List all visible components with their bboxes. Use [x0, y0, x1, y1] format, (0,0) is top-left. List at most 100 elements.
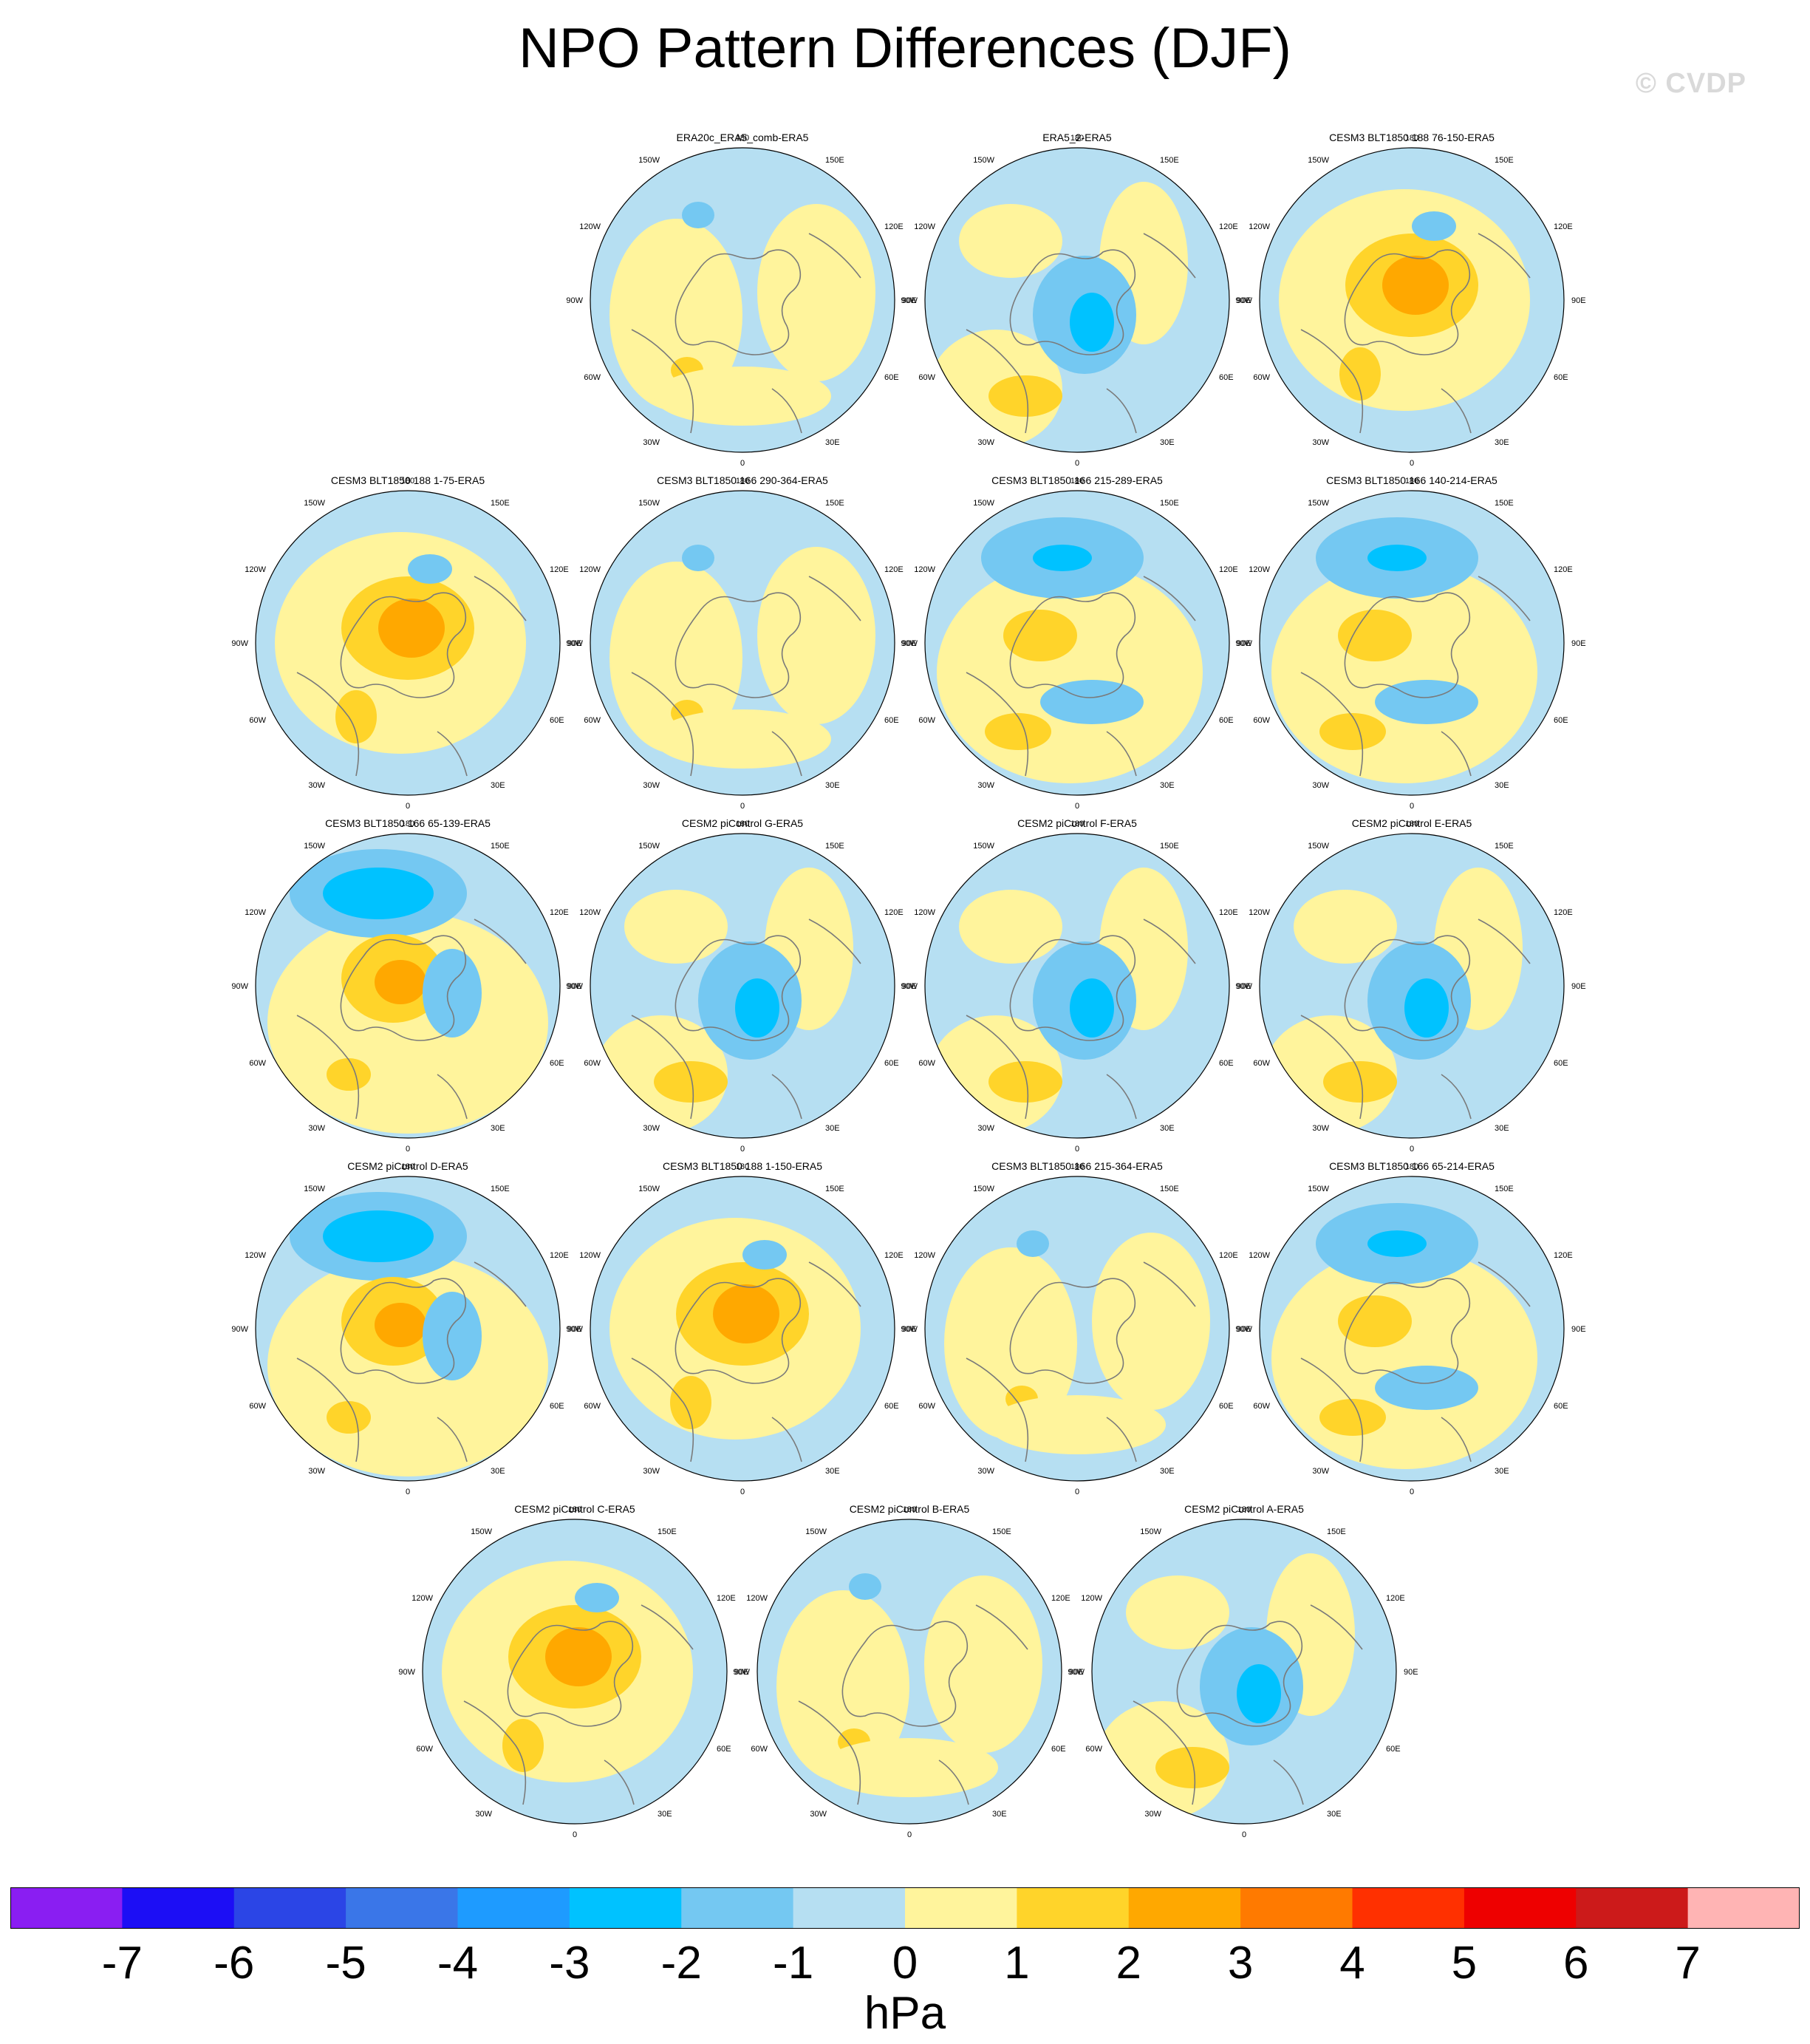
- map-border: [924, 1176, 1230, 1482]
- longitude-label: 60E: [1554, 373, 1568, 382]
- longitude-label: 0: [1410, 459, 1414, 468]
- longitude-label: 30W: [977, 438, 994, 447]
- longitude-label: 60E: [1051, 1745, 1066, 1754]
- longitude-label: 60W: [1085, 1745, 1102, 1754]
- map-border: [1259, 147, 1565, 453]
- longitude-label: 150E: [491, 1185, 510, 1193]
- coastline: [463, 1604, 694, 1805]
- longitude-label: 150W: [1308, 842, 1329, 851]
- anomaly-region: [502, 1719, 544, 1772]
- colorbar-swatch: [457, 1887, 570, 1929]
- longitude-label: 60W: [1253, 716, 1270, 725]
- longitude-label: 30E: [658, 1810, 672, 1819]
- longitude-label: 60W: [249, 716, 266, 725]
- longitude-label: 120E: [550, 908, 569, 917]
- longitude-label: 150E: [491, 499, 510, 508]
- longitude-label: 90E: [1237, 296, 1251, 305]
- colorbar-swatch: [10, 1887, 123, 1929]
- anomaly-region: [1412, 211, 1456, 241]
- coastline: [966, 233, 1196, 434]
- colorbar-tick-label: -4: [437, 1938, 479, 1989]
- anomaly-region: [423, 949, 482, 1038]
- longitude-label: 60E: [717, 1745, 731, 1754]
- map-border: [924, 833, 1230, 1139]
- colorbar-tick-label: -3: [549, 1938, 590, 1989]
- longitude-label: 60E: [1219, 716, 1234, 725]
- page-title: NPO Pattern Differences (DJF): [518, 17, 1291, 80]
- colorbar-swatch: [1128, 1887, 1241, 1929]
- anomaly-region: [988, 1061, 1062, 1103]
- anomaly-region: [408, 554, 452, 584]
- longitude-label: 180: [1405, 477, 1418, 486]
- longitude-label: 150E: [1160, 842, 1179, 851]
- coastline: [1300, 576, 1531, 777]
- longitude-label: 120W: [746, 1594, 768, 1603]
- longitude-label: 0: [1075, 1488, 1079, 1496]
- longitude-label: 120E: [1554, 565, 1573, 574]
- coastline: [296, 576, 527, 777]
- coastline: [966, 1261, 1196, 1462]
- longitude-label: 90W: [566, 982, 583, 991]
- anomaly-region: [375, 1303, 426, 1347]
- panel-title: CESM3 BLT1850 166 140-214-ERA5: [1326, 474, 1497, 486]
- colorbar-tick-label: 0: [892, 1938, 918, 1989]
- longitude-label: 0: [740, 802, 745, 811]
- anomaly-region: [378, 599, 445, 658]
- longitude-label: 60E: [884, 1402, 899, 1411]
- longitude-label: 60W: [918, 373, 935, 382]
- panel-title: CESM2 piControl E-ERA5: [1351, 817, 1472, 829]
- longitude-label: 120E: [717, 1594, 736, 1603]
- longitude-label: 30W: [977, 781, 994, 790]
- map-border: [1091, 1519, 1397, 1825]
- longitude-label: 90W: [733, 1668, 750, 1677]
- longitude-label: 90W: [398, 1668, 415, 1677]
- colorbar-swatch: [1464, 1887, 1577, 1929]
- longitude-label: 120E: [884, 1251, 904, 1260]
- longitude-label: 120W: [1249, 222, 1270, 231]
- longitude-label: 90W: [566, 296, 583, 305]
- longitude-label: 120W: [579, 1251, 601, 1260]
- longitude-label: 90E: [902, 296, 917, 305]
- anomaly-region: [959, 890, 1062, 964]
- longitude-label: 150E: [491, 842, 510, 851]
- anomaly-region: [988, 375, 1062, 417]
- longitude-label: 150E: [992, 1527, 1011, 1536]
- anomaly-region: [1319, 713, 1386, 750]
- longitude-label: 60W: [1253, 373, 1270, 382]
- longitude-label: 150E: [658, 1527, 677, 1536]
- longitude-label: 0: [1242, 1830, 1246, 1839]
- longitude-label: 30W: [977, 1124, 994, 1133]
- longitude-label: 30W: [643, 1467, 660, 1476]
- anomaly-region: [757, 547, 875, 724]
- longitude-label: 30E: [992, 1810, 1007, 1819]
- anomaly-region: [323, 868, 434, 919]
- panel-title: CESM3 BLT1850 188 76-150-ERA5: [1329, 132, 1495, 143]
- colorbar-swatch: [346, 1887, 458, 1929]
- anomaly-region: [849, 1573, 881, 1600]
- colorbar-tick-label: -1: [773, 1938, 814, 1989]
- longitude-label: 120E: [550, 565, 569, 574]
- longitude-label: 0: [1410, 1488, 1414, 1496]
- longitude-label: 90W: [231, 982, 248, 991]
- longitude-label: 120W: [914, 908, 935, 917]
- longitude-label: 150E: [1495, 1185, 1514, 1193]
- longitude-label: 120W: [1081, 1594, 1102, 1603]
- map-panel: CESM2 piControl A-ERA5 180 150W 150E 120W 120…: [1068, 1503, 1418, 1839]
- panel-title: CESM3 BLT1850 166 215-364-ERA5: [991, 1160, 1163, 1172]
- anomaly-region: [1070, 978, 1114, 1038]
- longitude-label: 150W: [1308, 156, 1329, 165]
- colorbar-tick-label: 1: [1004, 1938, 1030, 1989]
- longitude-label: 90W: [566, 639, 583, 648]
- colorbar-tick-label: 5: [1451, 1938, 1478, 1989]
- anomaly-region: [1237, 1664, 1281, 1723]
- longitude-label: 0: [406, 1145, 410, 1154]
- longitude-label: 30W: [308, 781, 325, 790]
